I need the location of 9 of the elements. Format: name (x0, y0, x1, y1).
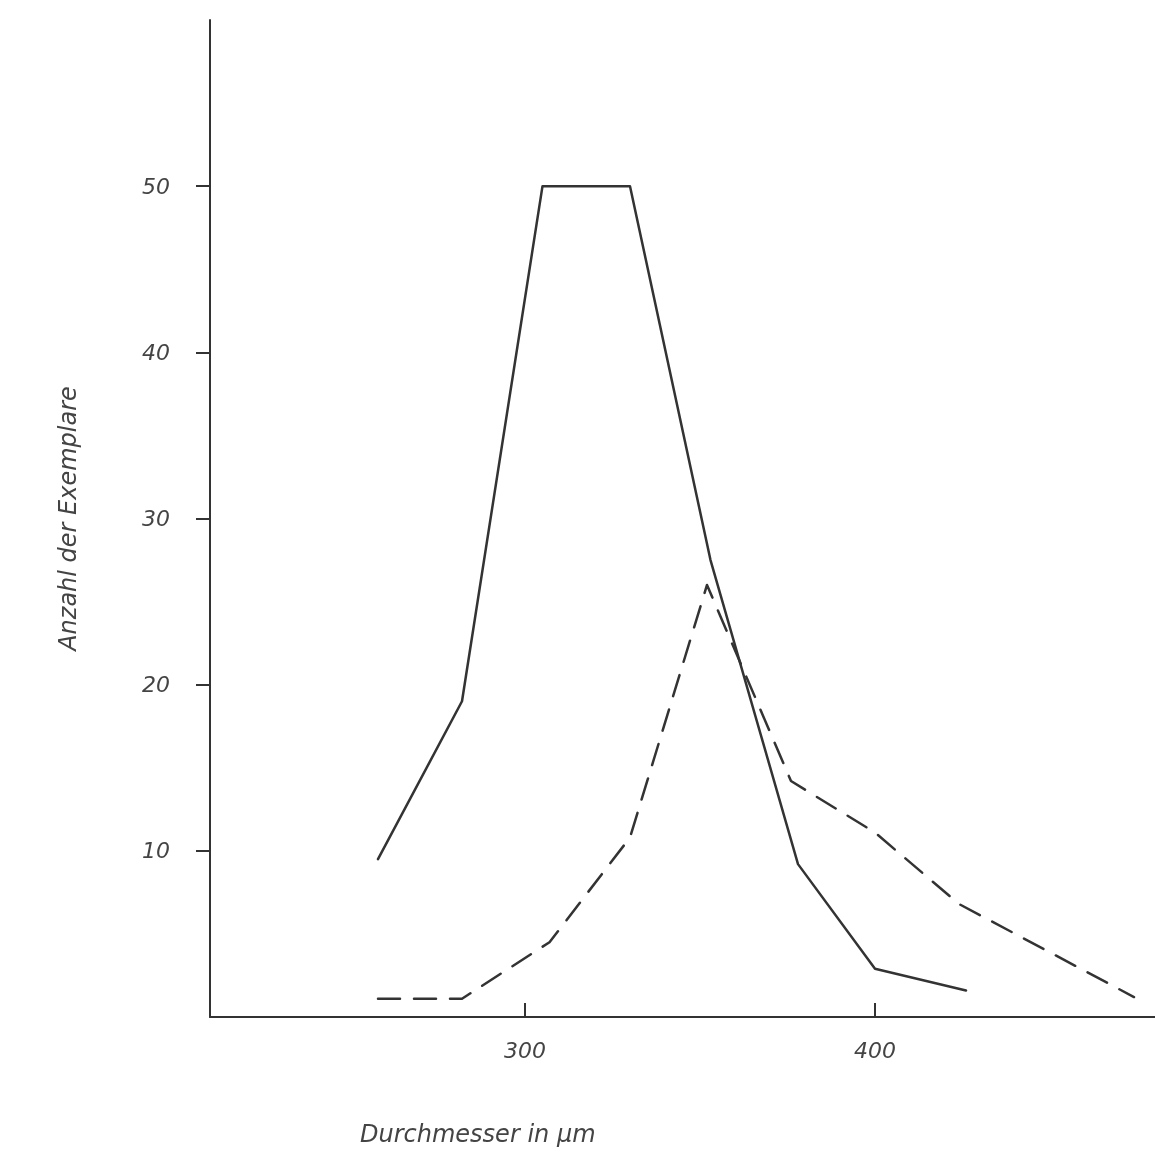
x-tick-label: 300 (504, 1037, 546, 1063)
y-tick-label: 40 (142, 339, 170, 365)
x-tick-label: 400 (854, 1037, 896, 1063)
y-tick-label: 30 (142, 506, 170, 531)
y-tick-label: 50 (142, 173, 170, 199)
x-axis-title: Durchmesser in µm (360, 1120, 596, 1148)
y-tick-label: 20 (142, 672, 170, 698)
y-axis-title: Anzahl der Exemplare (54, 386, 82, 653)
y-tick-label: 10 (142, 838, 170, 864)
